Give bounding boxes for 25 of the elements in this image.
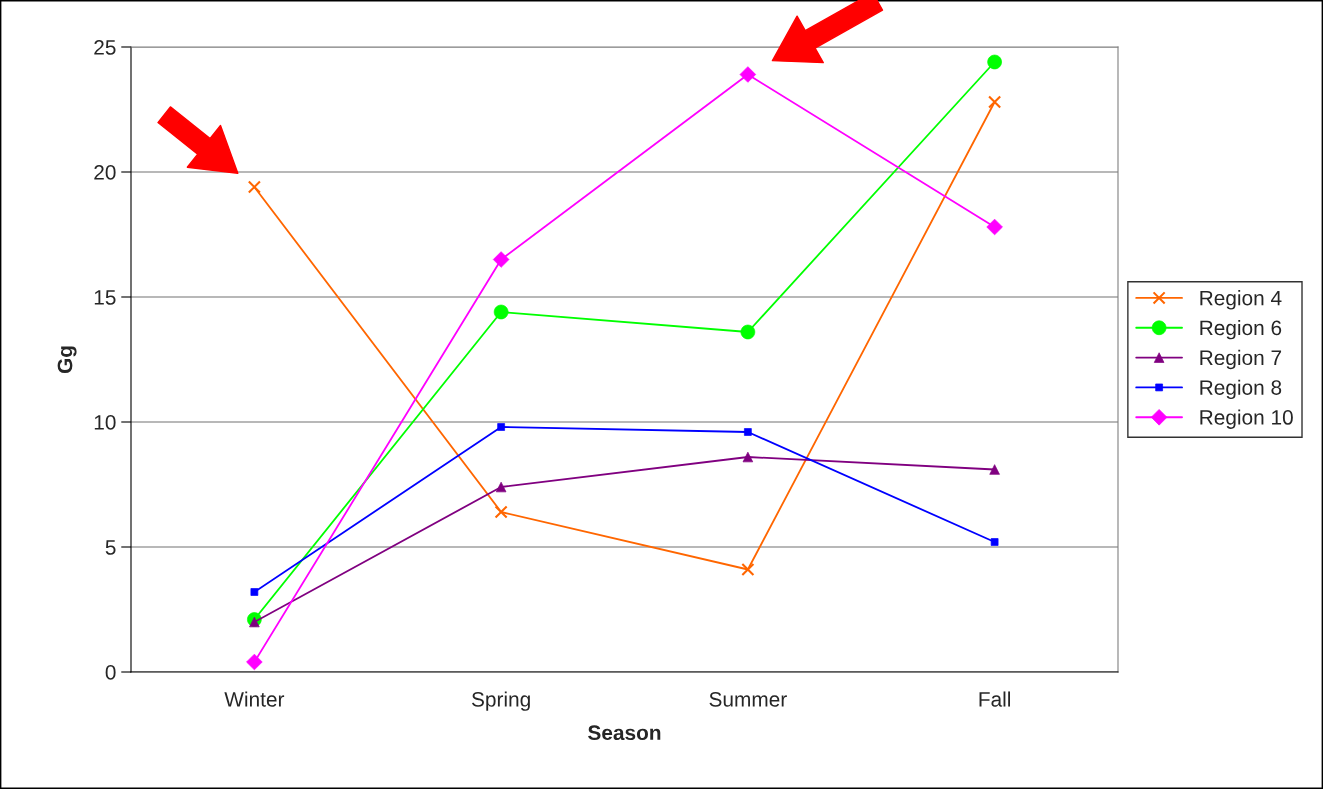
y-tick-label: 25 xyxy=(94,40,116,55)
x-axis-title: Season xyxy=(588,725,661,741)
x-tick-label: Summer xyxy=(709,691,787,707)
point xyxy=(494,505,508,519)
y-tick-label: 20 xyxy=(94,165,116,180)
point xyxy=(988,95,1002,109)
x-tick-label: Spring xyxy=(471,691,530,711)
point xyxy=(247,180,261,194)
x-tick-label: Fall xyxy=(979,691,1011,707)
y-tick-label: 15 xyxy=(94,290,116,305)
y-tick-label: 5 xyxy=(105,540,116,555)
point xyxy=(986,218,1003,236)
y-tick-label: 10 xyxy=(94,415,116,430)
legend-label: Region 10 xyxy=(1200,409,1293,429)
point xyxy=(492,251,510,268)
y-axis-title: Gg xyxy=(57,346,77,374)
point xyxy=(741,562,755,577)
x-tick-label: Winter xyxy=(224,691,285,707)
legend-label: Region 7 xyxy=(1200,349,1282,370)
point xyxy=(739,66,757,83)
legend-label: Region 4 xyxy=(1200,290,1282,310)
y-tick-label: 0 xyxy=(105,665,116,680)
legend-label: Region 8 xyxy=(1200,379,1282,400)
point xyxy=(246,653,263,671)
legend-label: Region 6 xyxy=(1200,319,1282,340)
